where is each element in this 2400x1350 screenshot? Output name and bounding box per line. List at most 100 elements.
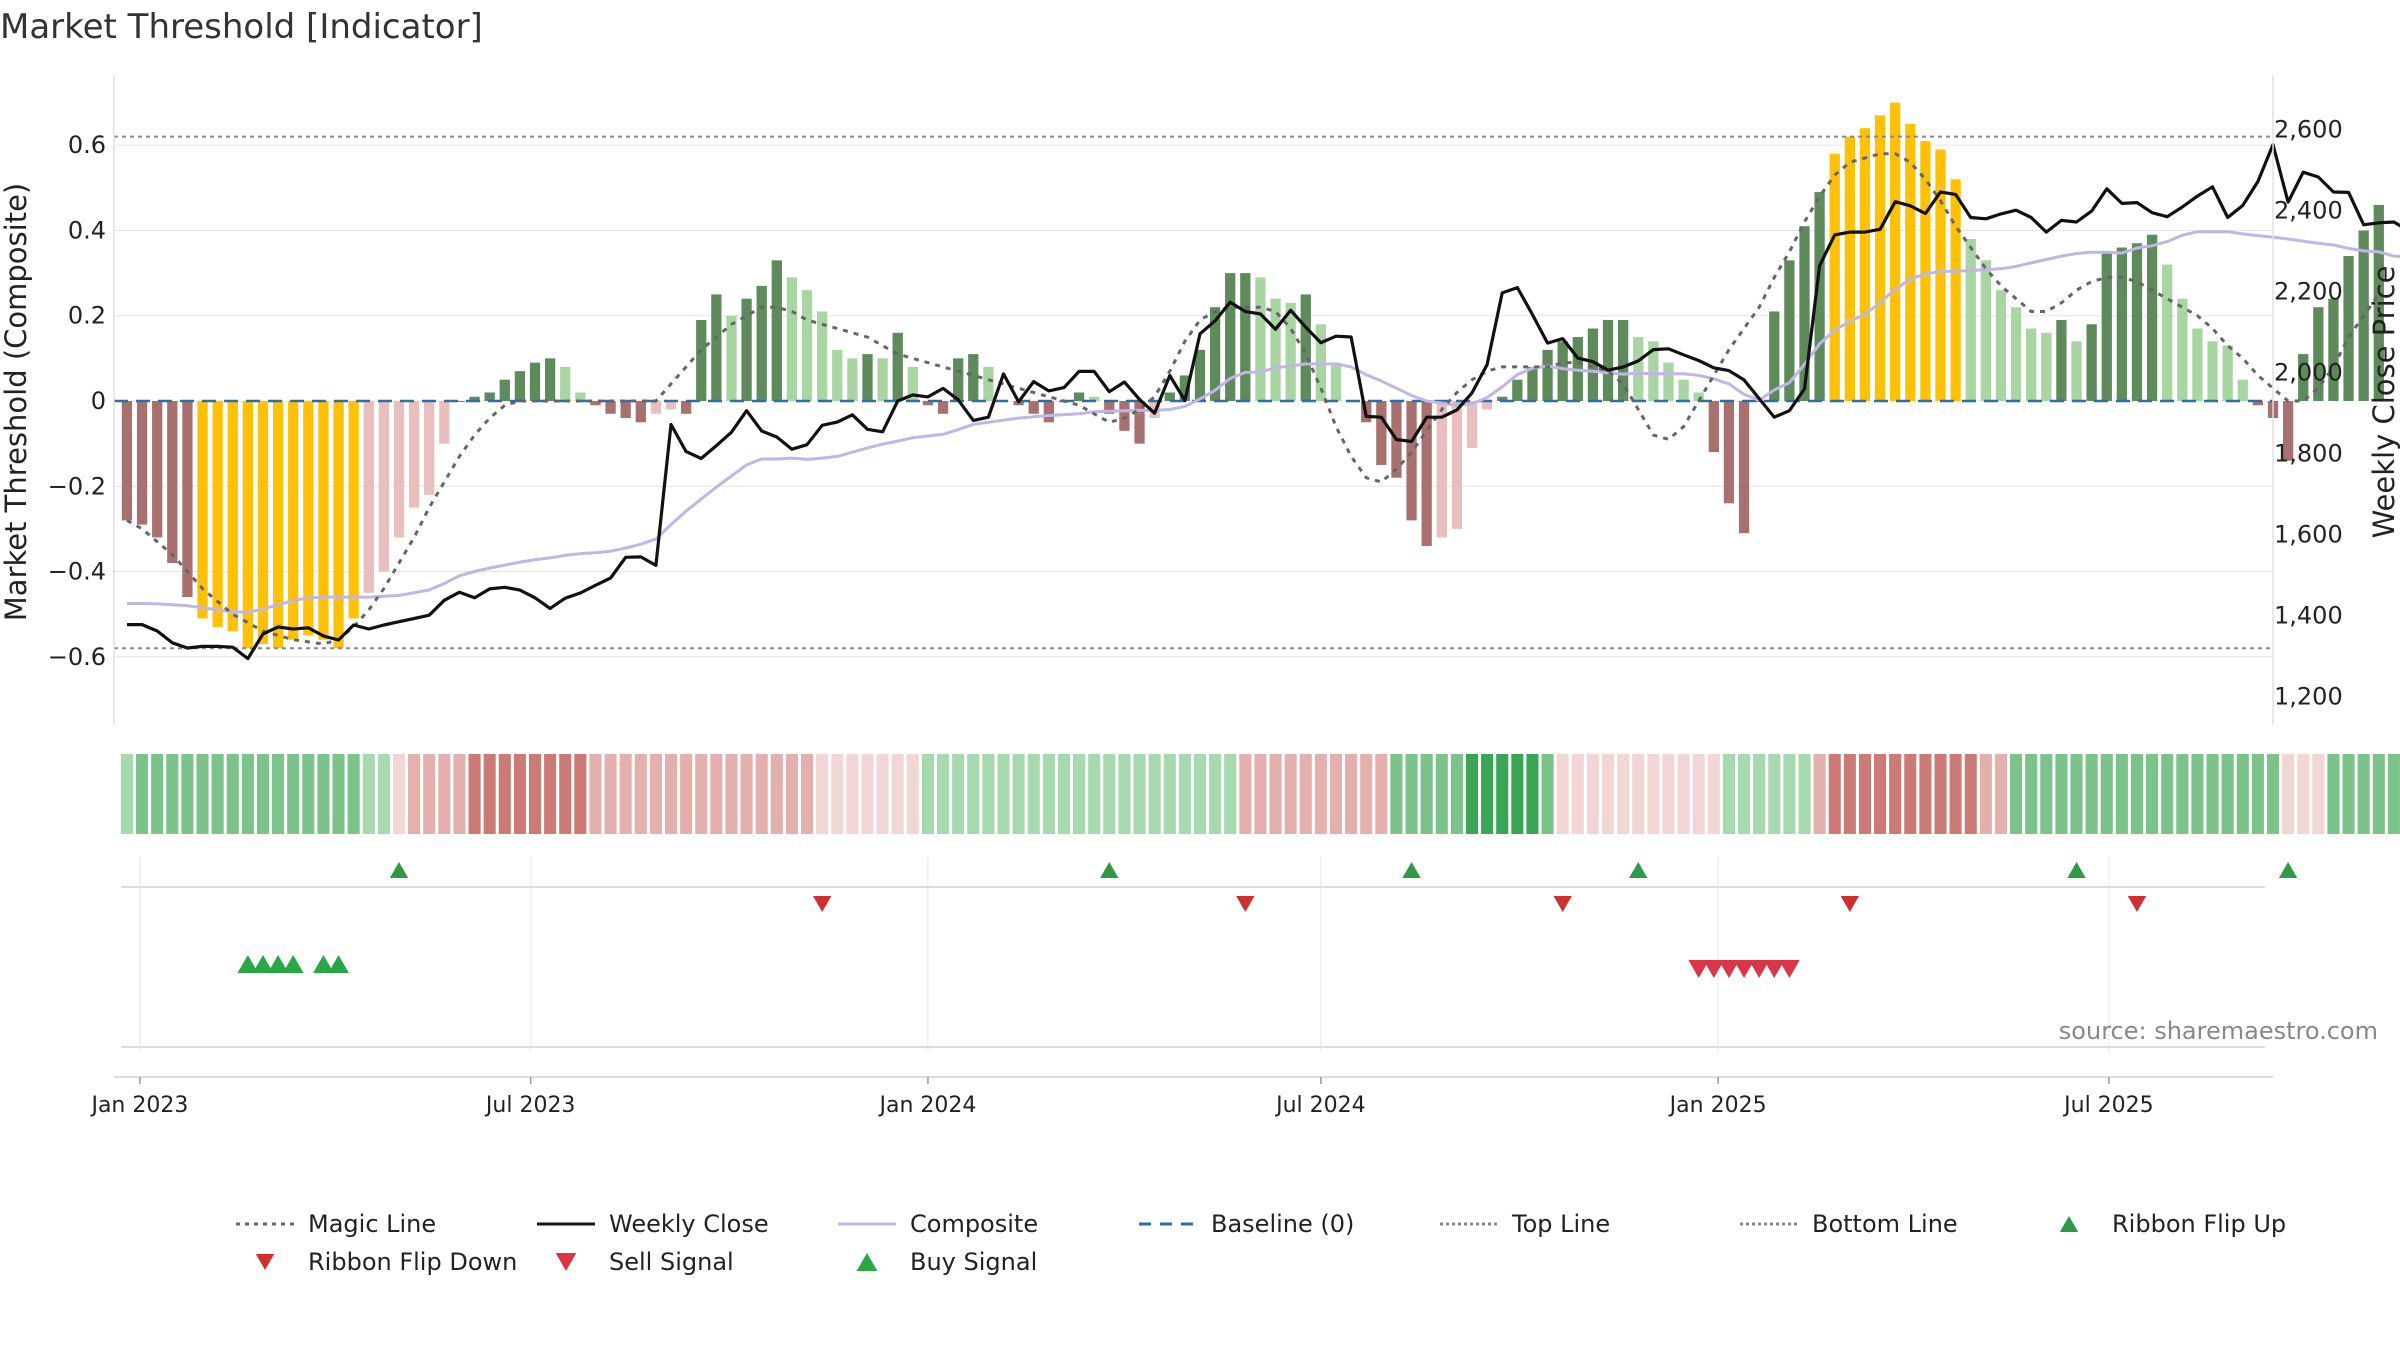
axes: 0.6 0.4 0.2 0 −0.2 −0.4 −0.6 2,600 2,400 2,200 2,0…	[48, 75, 2343, 1118]
composite-bar	[1693, 392, 1704, 401]
ribbon-cell	[1465, 754, 1479, 834]
y2-tick-label: 1,400	[2274, 602, 2343, 630]
composite-bar	[1723, 401, 1735, 504]
ribbon-cell	[1329, 754, 1343, 834]
ribbon-cell	[256, 754, 270, 834]
ribbon-cell	[166, 754, 179, 834]
composite-bar	[363, 401, 374, 593]
composite-bar	[227, 401, 238, 632]
buy-signal-marker	[313, 955, 334, 973]
composite-bar	[2116, 247, 2128, 401]
ribbon-cell	[2342, 754, 2355, 834]
ribbon-cell	[1148, 754, 1161, 834]
composite-bar	[333, 401, 344, 649]
ribbon-cell	[2297, 754, 2310, 834]
composite-bar	[1194, 349, 1206, 401]
ribbon-cell	[1843, 754, 1856, 834]
composite-bar	[877, 358, 888, 401]
ribbon-cell	[377, 754, 390, 834]
ribbon-cell	[120, 754, 133, 834]
ribbon-cell	[997, 754, 1010, 834]
buy-signal-marker	[237, 955, 259, 973]
composite-bar	[424, 401, 435, 495]
ribbon-cell	[1692, 754, 1705, 834]
ribbon-cell	[619, 754, 632, 834]
composite-bar	[393, 401, 405, 538]
composite-bar	[2177, 298, 2188, 401]
grid	[114, 144, 2273, 1052]
composite-bar	[1995, 290, 2007, 401]
ribbon-cell	[2130, 754, 2144, 834]
composite-bar	[696, 320, 707, 401]
ribbon-cell	[1526, 754, 1539, 834]
composite-bar	[2313, 307, 2324, 401]
ribbon-cell	[2100, 754, 2113, 834]
ribbon-cell	[2176, 754, 2189, 834]
composite-bar	[1708, 401, 1719, 453]
ribbon-cell	[1707, 754, 1720, 834]
composite-bar	[2101, 251, 2112, 401]
ribbon-flip-up-marker	[1629, 862, 1648, 878]
ribbon-cell	[498, 754, 511, 834]
ribbon-cell	[2251, 754, 2264, 834]
ribbon-cell	[1345, 754, 1358, 834]
ribbon-cell	[1722, 754, 1735, 834]
composite-bar	[2026, 328, 2037, 401]
y2-tick-label: 1,800	[2274, 440, 2343, 468]
composite-bar	[1618, 320, 1629, 401]
ribbon-cell	[1647, 754, 1660, 834]
ribbon-cell	[1163, 754, 1176, 834]
composite-bar	[907, 366, 918, 401]
chart-title: Market Threshold [Indicator]	[0, 7, 483, 47]
x-tick-label: Jul 2025	[2062, 1093, 2154, 1118]
composite-bar	[2373, 204, 2384, 401]
x-tick-label: Jan 2024	[877, 1093, 976, 1118]
ribbon-flip-down-marker	[1236, 896, 1255, 912]
legend-swatch	[555, 1253, 577, 1271]
ribbon-flip-up-marker	[1402, 862, 1421, 878]
composite-bar	[167, 401, 178, 563]
composite-bar	[726, 315, 737, 401]
ribbon-cell	[1889, 754, 1902, 834]
ribbon-cell	[2372, 754, 2385, 834]
composite-bar	[1920, 140, 1931, 401]
ribbon-cell	[1541, 754, 1554, 834]
composite-bar	[272, 401, 284, 649]
composite-bar	[1859, 128, 1871, 401]
composite-bar	[2328, 298, 2339, 401]
ribbon-cell	[2115, 754, 2128, 834]
composite-bar	[1073, 392, 1085, 401]
ribbon-flip-down-marker	[2127, 896, 2147, 912]
legend-swatch	[856, 1253, 878, 1271]
ribbon-cell	[982, 754, 995, 834]
y2-tick-label: 2,600	[2274, 116, 2343, 144]
ribbon-cell	[423, 754, 436, 834]
magic-line	[126, 152, 2381, 646]
ribbon-cell	[1360, 754, 1373, 834]
composite-bar	[817, 311, 828, 401]
composite-bar	[257, 401, 269, 644]
composite-bar	[121, 401, 133, 521]
ribbon-cell	[1224, 754, 1237, 834]
composite-bar	[665, 401, 677, 410]
composite-bar	[288, 401, 299, 640]
sell-signal-marker	[1688, 960, 1710, 978]
ribbon-cell	[1737, 754, 1751, 834]
composite-bar	[1330, 362, 1342, 401]
ribbon-cell	[1193, 754, 1207, 834]
composite-bar	[303, 401, 314, 636]
ribbon-flip-up-marker	[1100, 862, 1119, 878]
ribbon-cell	[241, 754, 254, 834]
composite-bar	[1738, 401, 1750, 534]
ribbon-cell	[1012, 754, 1025, 834]
composite-bar	[1421, 401, 1432, 546]
composite-bar	[544, 358, 556, 401]
composite-bar	[1799, 226, 1810, 401]
composite-bar	[1633, 337, 1644, 401]
ribbon-cell	[302, 754, 315, 834]
legend-label: Sell Signal	[609, 1248, 734, 1276]
composite-bars	[121, 102, 2384, 649]
composite-bar	[1209, 307, 1221, 401]
composite-bar	[771, 260, 782, 401]
